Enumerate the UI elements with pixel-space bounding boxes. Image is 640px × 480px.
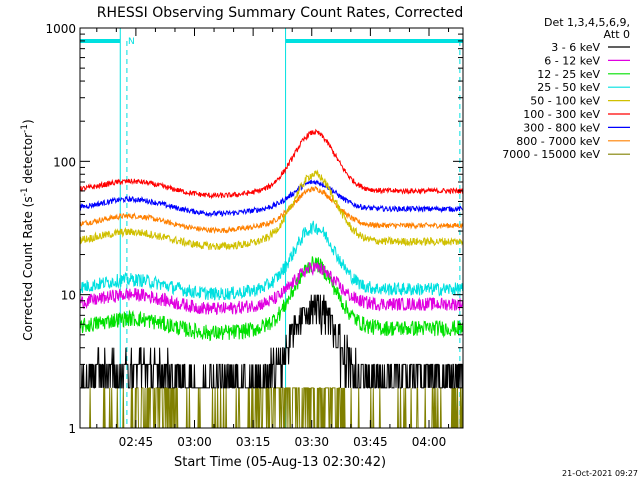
legend-label: 50 - 100 keV	[530, 95, 600, 108]
legend-header-line-1: Det 1,3,4,5,6,9,	[544, 16, 630, 29]
series-line-6-12-kev	[79, 262, 464, 316]
plot-frame	[79, 27, 464, 429]
legend-label: 100 - 300 keV	[523, 108, 600, 121]
legend-label: 7000 - 15000 keV	[502, 148, 600, 161]
sdm-marker-label: N	[128, 37, 135, 47]
x-tick-label: 03:30	[294, 435, 329, 449]
series-line-300-800-kev	[79, 179, 464, 218]
y-tick-label: 10	[61, 289, 76, 303]
legend-label: 12 - 25 keV	[537, 68, 600, 81]
y-tick-label: 1000	[45, 22, 76, 36]
legend-label: 6 - 12 keV	[544, 54, 600, 67]
x-tick-label: 03:15	[236, 435, 271, 449]
series-line-3-6-kev	[80, 294, 464, 389]
legend-label: 300 - 800 keV	[523, 121, 600, 134]
axis-layer: 02:45 03:00 03:15 03:30 03:45 04:00 1 10 100 1000	[45, 22, 463, 449]
series-line-7000-15000-kev	[80, 387, 463, 429]
x-tick-label: 02:45	[119, 435, 154, 449]
series-line-50-100-kev	[79, 169, 464, 251]
series-line-100-300-kev	[79, 128, 464, 200]
x-tick-label: 03:00	[177, 435, 212, 449]
y-tick-label: 100	[53, 155, 76, 169]
series-line-800-7000-kev	[79, 185, 464, 235]
chart-title: RHESSI Observing Summary Count Rates, Co…	[97, 5, 463, 21]
series-layer	[79, 128, 464, 429]
series-line-12-25-kev	[79, 256, 464, 342]
x-tick-label: 03:45	[353, 435, 388, 449]
legend-label: 25 - 50 keV	[537, 81, 600, 94]
series-line-25-50-kev	[79, 220, 464, 301]
legend-label: 3 - 6 keV	[551, 41, 600, 54]
legend-header-line-2: Att 0	[604, 28, 630, 41]
y-tick-label: 1	[68, 422, 76, 436]
plot-timestamp: 21-Oct-2021 09:27	[562, 469, 638, 478]
y-axis-label: Corrected Count Rate (s-1 detector-1)	[20, 119, 35, 340]
legend-label: 800 - 7000 keV	[516, 135, 600, 148]
x-axis-label: Start Time (05-Aug-13 02:30:42)	[174, 455, 386, 470]
x-tick-label: 04:00	[412, 435, 447, 449]
